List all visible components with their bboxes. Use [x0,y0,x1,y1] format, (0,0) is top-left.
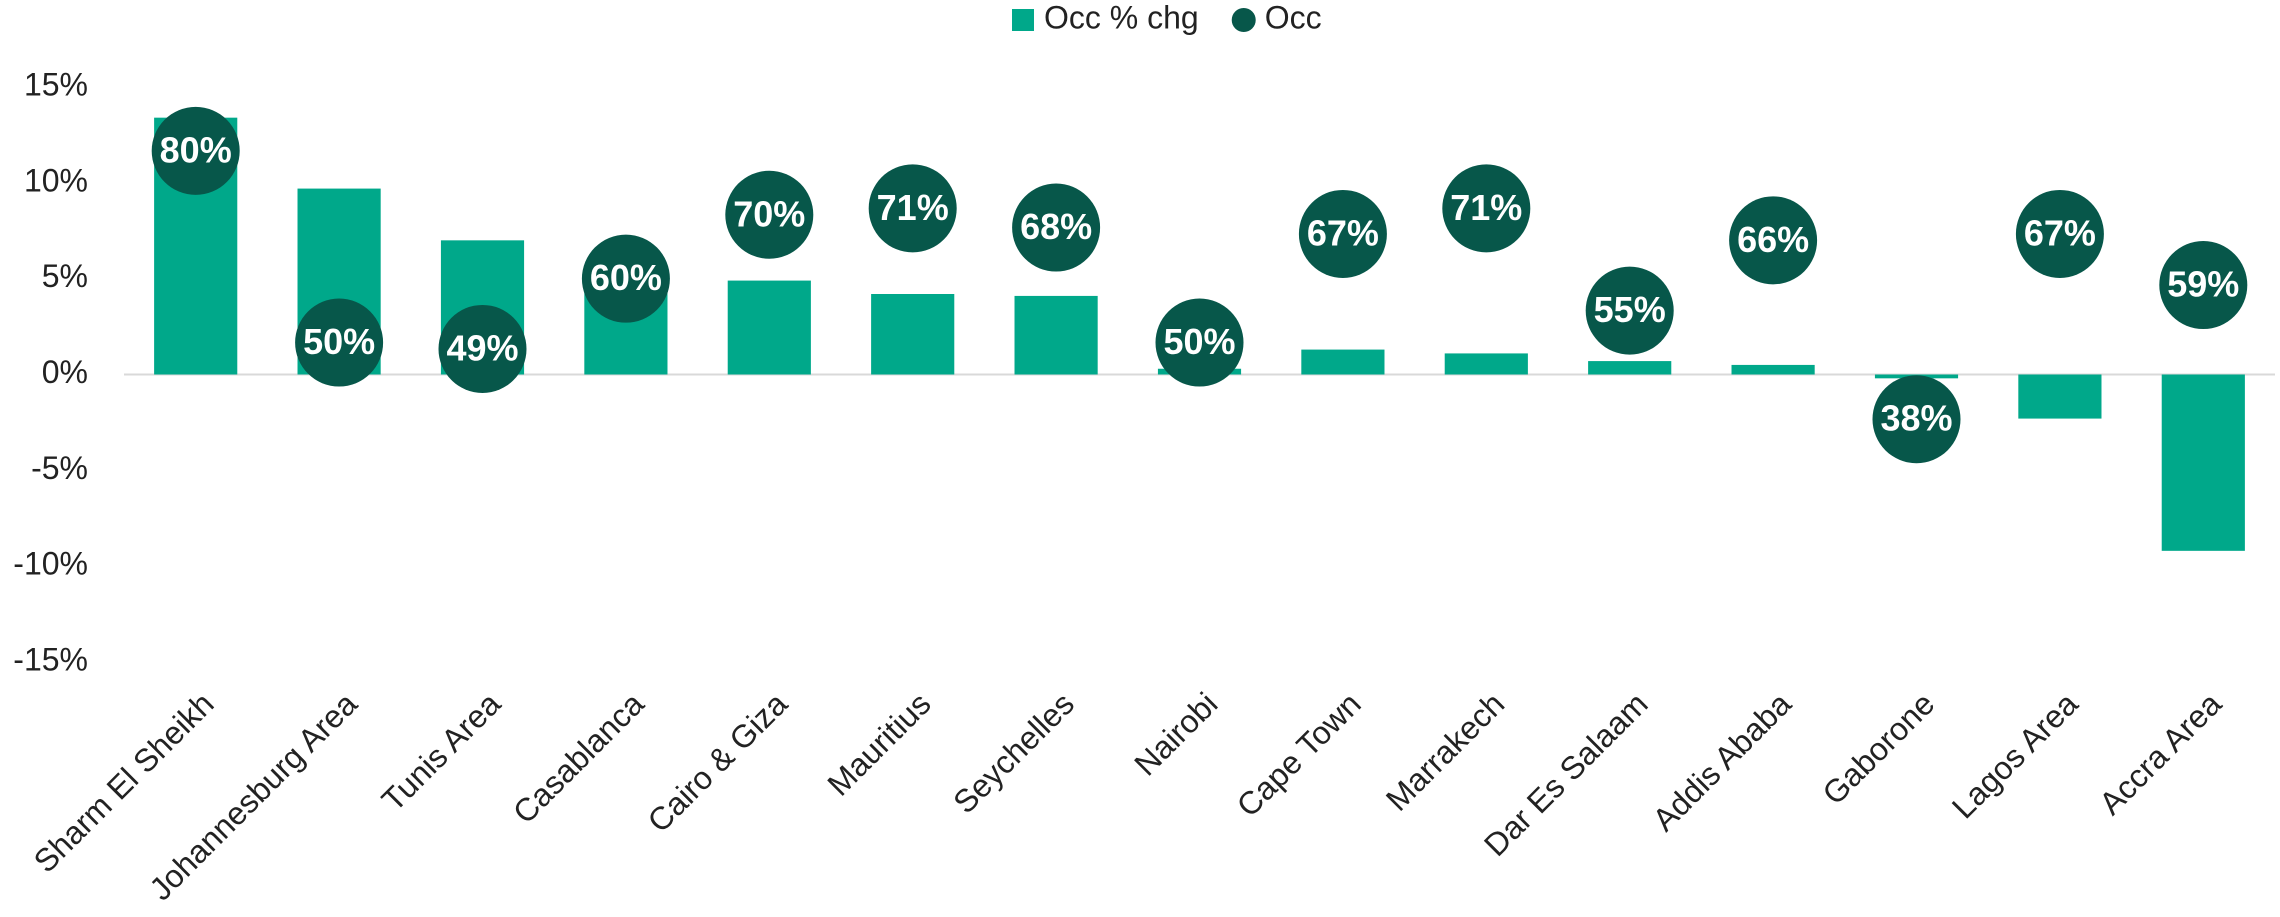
data-label: 68% [1020,206,1092,247]
data-label: 70% [733,193,805,234]
bar [2018,374,2102,419]
point [1298,189,1387,278]
point [2159,241,2248,330]
data-label: 67% [2024,212,2096,253]
bar [1444,353,1528,375]
y-tick-label: 10% [24,162,88,198]
point [151,106,240,195]
point [438,304,527,393]
y-tick-label: 15% [24,66,88,102]
point [295,298,384,387]
y-tick-label: -15% [13,641,88,677]
data-label: 50% [303,321,375,362]
data-label: 49% [446,327,518,368]
x-tick-label: Gaborone [1815,685,1941,811]
point [1585,266,1674,355]
x-tick-label: Lagos Area [1945,685,2085,825]
data-label: 38% [1880,398,1952,439]
point [1155,298,1244,387]
data-label: 67% [1307,212,1379,253]
point [1872,375,1961,464]
point [1442,164,1531,253]
data-label: 80% [160,129,232,170]
data-label: 71% [877,187,949,228]
point [581,234,670,323]
legend-swatch [1231,8,1256,32]
x-tick-label: Addis Ababa [1646,685,1799,838]
data-label: 71% [1450,187,1522,228]
point [2015,189,2104,278]
x-tick-label: Cairo & Giza [641,685,795,839]
x-tick-label: Tunis Area [375,685,508,818]
x-tick-label: Casablanca [506,685,651,830]
bar [727,280,811,375]
point [868,164,957,253]
y-tick-label: -10% [13,546,88,582]
x-tick-label: Marrakech [1379,685,1511,817]
y-tick-label: 5% [42,258,88,294]
point [725,170,814,259]
y-tick-label: 0% [42,354,88,390]
bar [871,294,955,375]
point [1729,196,1818,285]
bar [2161,374,2245,551]
bar [1014,295,1098,375]
x-tick-label: Nairobi [1127,685,1224,782]
data-label: 66% [1737,219,1809,260]
legend-label: Occ % chg [1044,0,1199,35]
data-label: 60% [590,257,662,298]
data-label: 59% [2167,264,2239,305]
x-tick-label: Accra Area [2092,685,2228,821]
data-label: 55% [1594,289,1666,330]
data-label: 50% [1163,321,1235,362]
bar [1588,361,1672,375]
x-tick-label: Cape Town [1230,685,1368,823]
bar [1731,364,1815,375]
x-tick-label: Mauritius [820,685,937,802]
legend-label: Occ [1265,0,1322,35]
legend-swatch [1012,9,1034,31]
x-tick-label: Seychelles [946,685,1081,820]
y-tick-label: -5% [31,450,88,486]
point [1012,183,1101,272]
bar [1301,349,1385,375]
